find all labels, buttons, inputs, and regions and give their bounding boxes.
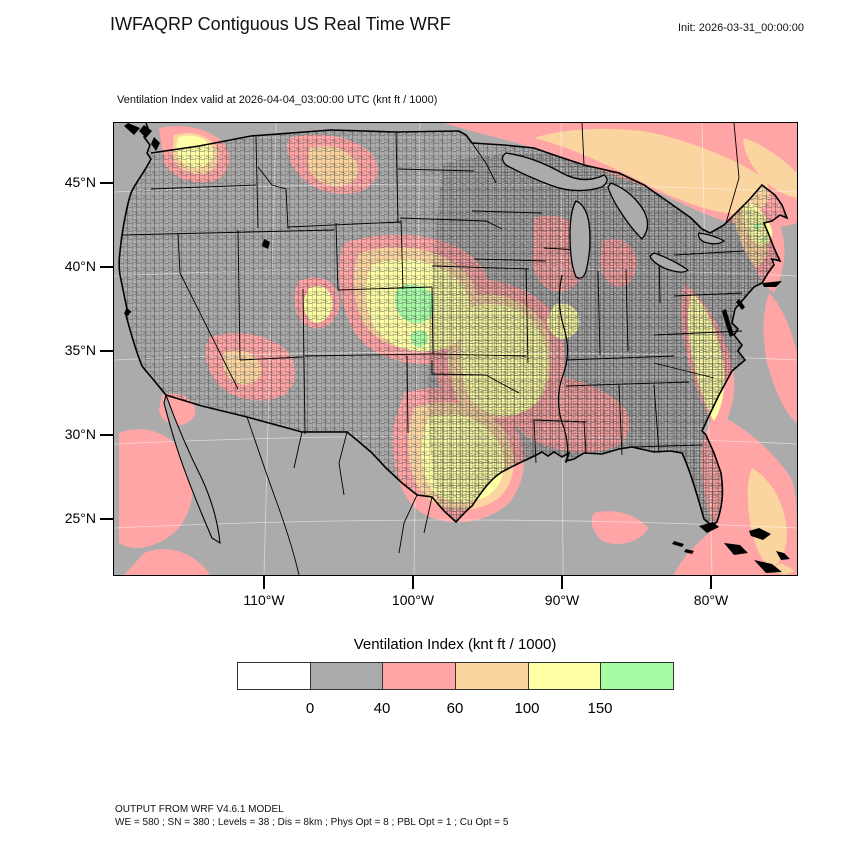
legend-swatch-0-40: [310, 663, 384, 689]
lon-label-90w: 90°W: [544, 592, 580, 608]
legend-swatch-100-150: [528, 663, 602, 689]
legend-swatch-60-100: [456, 663, 529, 689]
legend-swatch-below-0: [238, 663, 311, 689]
legend-tick-100: 100: [514, 700, 540, 717]
legend-tick-0: 0: [305, 700, 315, 717]
map-valid-time-subtitle: Ventilation Index valid at 2026-04-04_03…: [117, 94, 438, 106]
lat-tick-25n: [100, 518, 113, 520]
lat-tick-35n: [100, 350, 113, 352]
lat-label-45n: 45°N: [64, 174, 96, 190]
lat-label-30n: 30°N: [64, 426, 96, 442]
lake-ontario: [697, 232, 726, 245]
us-national-outline: [118, 122, 789, 526]
coastal-details: [124, 123, 782, 337]
legend-title: Ventilation Index (knt ft / 1000): [353, 636, 557, 653]
legend-swatch-above-150: [601, 663, 674, 689]
lat-tick-45n: [100, 182, 113, 184]
mississippi-river-border: [557, 274, 569, 464]
lake-michigan: [569, 200, 591, 279]
baja-california: [163, 393, 221, 545]
lon-label-110w: 110°W: [243, 592, 285, 608]
footer-model-line: OUTPUT FROM WRF V4.6.1 MODEL: [115, 804, 284, 815]
lat-label-25n: 25°N: [64, 510, 96, 526]
legend-swatch-40-60: [383, 663, 457, 689]
model-config-footer: OUTPUT FROM WRF V4.6.1 MODEL WE = 580 ; …: [115, 803, 508, 829]
lake-erie: [649, 252, 690, 273]
model-init-timestamp: Init: 2026-03-31_00:00:00: [678, 22, 804, 34]
legend-tick-60: 60: [446, 700, 464, 717]
lake-superior: [501, 152, 608, 192]
state-boundaries: [121, 131, 745, 464]
lat-tick-40n: [100, 266, 113, 268]
footer-params-line: WE = 580 ; SN = 380 ; Levels = 38 ; Dis …: [115, 817, 509, 828]
great-lakes: [501, 152, 726, 279]
legend-colorbar: [237, 662, 674, 690]
lon-tick-80w: [710, 575, 712, 589]
lat-tick-30n: [100, 434, 113, 436]
lon-tick-110w: [263, 575, 265, 589]
lon-tick-100w: [412, 575, 414, 589]
lon-tick-90w: [561, 575, 563, 589]
page-title: IWFAQRP Contiguous US Real Time WRF: [110, 14, 451, 34]
legend-tick-40: 40: [373, 700, 391, 717]
lake-huron: [607, 182, 649, 240]
bahamas-cuba-islands: [672, 522, 790, 573]
lat-label-35n: 35°N: [64, 342, 96, 358]
lon-label-80w: 80°W: [693, 592, 729, 608]
conus-ventilation-index-map: [113, 122, 798, 576]
lon-label-100w: 100°W: [391, 592, 435, 608]
lat-label-40n: 40°N: [64, 258, 96, 274]
canada-mexico-boundaries: [246, 122, 740, 576]
map-canvas: [113, 122, 798, 576]
legend-tick-150: 150: [587, 700, 613, 717]
